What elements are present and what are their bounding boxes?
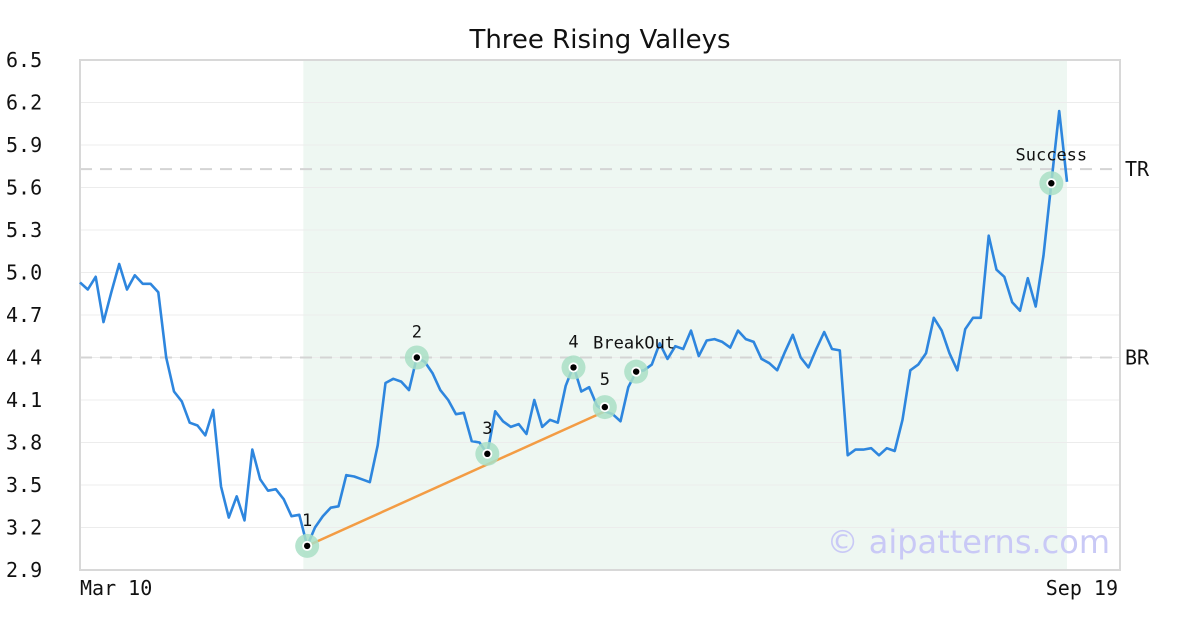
watermark: © aipatterns.com bbox=[827, 523, 1110, 561]
y-tick-label: 6.2 bbox=[6, 91, 42, 115]
annotation-label: 3 bbox=[482, 419, 492, 439]
annotation-marker-dot bbox=[1048, 180, 1055, 187]
annotation-markers: 1 2 3 4 5 BreakOut Success bbox=[295, 145, 1087, 558]
x-axis-end-label: Sep 19 bbox=[1046, 576, 1118, 600]
y-tick-label: 6.5 bbox=[6, 48, 42, 72]
annotation-marker-dot bbox=[303, 542, 311, 550]
y-tick-label: 4.4 bbox=[6, 346, 42, 370]
y-tick-label: 5.0 bbox=[6, 261, 42, 285]
annotation-marker-dot bbox=[484, 450, 491, 458]
plot-area-border bbox=[79, 59, 1121, 571]
y-tick-label: 5.6 bbox=[6, 176, 42, 200]
annotation-label: BreakOut bbox=[593, 334, 675, 354]
x-axis-start-label: Mar 10 bbox=[80, 576, 152, 600]
annotation-label: 5 bbox=[600, 370, 610, 390]
annotation-label: 1 bbox=[302, 511, 312, 531]
y-tick-label: 2.9 bbox=[6, 558, 42, 582]
y-tick-label: 3.2 bbox=[6, 516, 42, 540]
chart-title: Three Rising Valleys bbox=[468, 25, 730, 55]
annotation-marker-dot bbox=[632, 368, 640, 375]
annotation-marker-dot bbox=[413, 354, 421, 361]
annotation-label: Success bbox=[1016, 145, 1088, 165]
y-axis-ticks: 6.5 6.2 5.9 5.6 5.3 5.0 4.7 4.4 4.1 3.8 3.5 3.2 2.9 bbox=[6, 48, 42, 582]
y-tick-label: 5.3 bbox=[6, 218, 42, 242]
y-tick-label: 4.7 bbox=[6, 303, 42, 327]
annotation-label: 4 bbox=[568, 332, 578, 352]
reference-line-label: BR bbox=[1125, 346, 1150, 370]
annotation-marker-dot bbox=[570, 364, 577, 371]
trendline bbox=[306, 410, 606, 548]
y-tick-label: 4.1 bbox=[6, 388, 42, 412]
reference-lines: TR BR bbox=[80, 157, 1150, 370]
annotation-label: 2 bbox=[412, 323, 422, 343]
annotation-marker-dot bbox=[601, 403, 609, 411]
y-tick-label: 5.9 bbox=[6, 133, 42, 157]
reference-line-label: TR bbox=[1125, 157, 1150, 181]
y-tick-label: 3.5 bbox=[6, 473, 42, 497]
y-tick-label: 3.8 bbox=[6, 431, 42, 455]
